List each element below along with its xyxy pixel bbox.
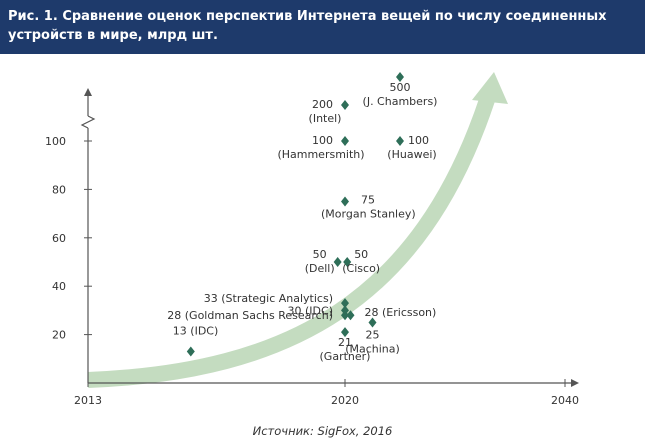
y-tick-label: 40 <box>52 280 66 293</box>
source-note: Источник: SigFox, 2016 <box>252 424 393 438</box>
data-point-label: 500 <box>390 81 411 94</box>
data-point-marker <box>341 298 349 309</box>
x-tick-label: 2020 <box>331 394 359 407</box>
data-point-label: (Dell) <box>305 262 335 275</box>
data-point-label: (Intel) <box>309 112 342 125</box>
data-point-marker <box>186 346 195 357</box>
data-point-label: 28 (Ericsson) <box>365 306 437 319</box>
x-tick-label: 2040 <box>551 394 579 407</box>
data-point-label: 50 <box>313 248 327 261</box>
y-axis-break <box>80 115 96 129</box>
data-point-marker <box>341 136 349 146</box>
data-point-label: 200 <box>312 98 333 111</box>
data-point-label: 100 <box>408 134 429 147</box>
data-point-marker <box>343 257 352 267</box>
data-point-marker <box>396 72 404 82</box>
x-axis-arrowhead <box>571 379 579 387</box>
data-point-label: (Morgan Stanley) <box>321 208 416 221</box>
data-point-label: 100 <box>312 134 333 147</box>
y-axis-arrowhead <box>84 88 92 96</box>
chart-title: Рис. 1. Сравнение оценок перспектив Инте… <box>8 9 607 43</box>
data-point-label: (J. Chambers) <box>363 95 438 108</box>
growth-arrow-head <box>472 72 508 104</box>
x-tick-label: 2013 <box>74 394 102 407</box>
growth-arrow-shaft <box>87 97 495 388</box>
data-point-marker <box>341 100 349 110</box>
data-point-label: 30 (IDC) <box>288 304 333 317</box>
y-tick-label: 100 <box>45 135 66 148</box>
y-tick-label: 60 <box>52 232 66 245</box>
data-point-marker <box>341 327 349 338</box>
data-point-marker <box>333 257 342 267</box>
data-point-label: 75 <box>361 194 375 207</box>
data-point-label: 25 <box>366 329 380 342</box>
data-point-label: 13 (IDC) <box>173 325 218 338</box>
data-point-marker <box>346 310 355 321</box>
data-point-label: 33 (Strategic Analytics) <box>204 292 333 305</box>
data-point-marker <box>368 317 377 328</box>
y-tick-label: 20 <box>52 329 66 342</box>
data-point-label: (Huawei) <box>387 148 436 161</box>
data-point-label: (Gartner) <box>320 350 371 363</box>
data-point-label: (Cisco) <box>342 262 380 275</box>
title-banner: Рис. 1. Сравнение оценок перспектив Инте… <box>0 0 645 54</box>
data-point-label: 21 <box>338 336 352 349</box>
data-point-marker <box>341 305 349 316</box>
data-point-label: 50 <box>354 248 368 261</box>
data-point-label: (Machina) <box>345 343 400 356</box>
y-tick-label: 80 <box>52 183 66 196</box>
data-point-marker <box>341 196 349 207</box>
data-point-marker <box>396 136 404 146</box>
data-point-label: 28 (Goldman Sachs Research) <box>167 309 333 322</box>
data-point-label: (Hammersmith) <box>277 148 364 161</box>
